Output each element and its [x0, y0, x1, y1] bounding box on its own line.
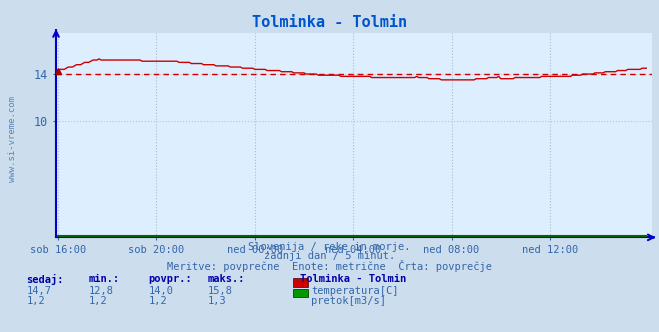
Text: maks.:: maks.: — [208, 274, 245, 284]
Text: www.si-vreme.com: www.si-vreme.com — [8, 96, 17, 183]
Text: 1,2: 1,2 — [26, 296, 45, 306]
Text: 14,7: 14,7 — [26, 286, 51, 295]
Text: min.:: min.: — [89, 274, 120, 284]
Text: zadnji dan / 5 minut.: zadnji dan / 5 minut. — [264, 251, 395, 261]
Text: povpr.:: povpr.: — [148, 274, 192, 284]
Text: 1,3: 1,3 — [208, 296, 226, 306]
Text: pretok[m3/s]: pretok[m3/s] — [311, 296, 386, 306]
Text: 15,8: 15,8 — [208, 286, 233, 295]
Text: temperatura[C]: temperatura[C] — [311, 286, 399, 295]
Text: 1,2: 1,2 — [89, 296, 107, 306]
Text: Tolminka - Tolmin: Tolminka - Tolmin — [300, 274, 406, 284]
Text: 14,0: 14,0 — [148, 286, 173, 295]
Text: Slovenija / reke in morje.: Slovenija / reke in morje. — [248, 242, 411, 252]
Text: 12,8: 12,8 — [89, 286, 114, 295]
Text: Tolminka - Tolmin: Tolminka - Tolmin — [252, 15, 407, 30]
Text: 1,2: 1,2 — [148, 296, 167, 306]
Text: sedaj:: sedaj: — [26, 274, 64, 285]
Text: Meritve: povprečne  Enote: metrične  Črta: povprečje: Meritve: povprečne Enote: metrične Črta:… — [167, 260, 492, 272]
